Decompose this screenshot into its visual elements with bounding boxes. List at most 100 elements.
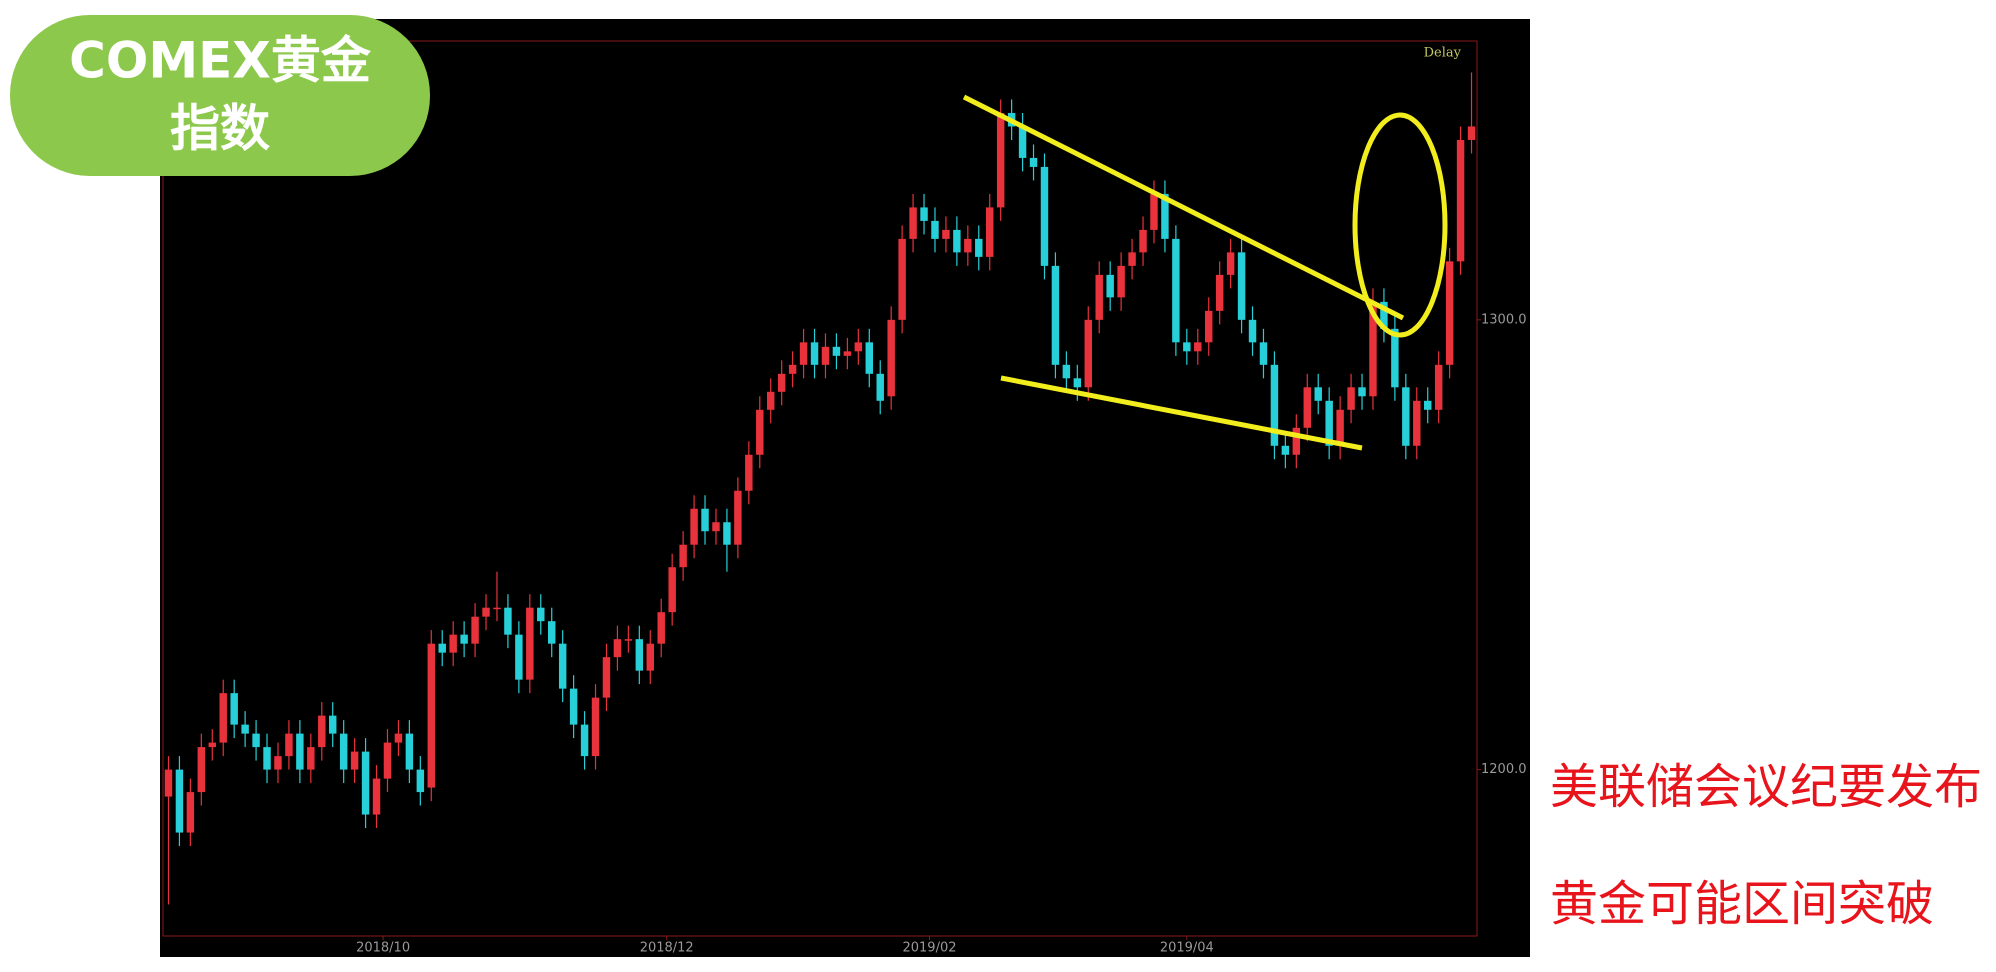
candle-body (1467, 126, 1476, 140)
candle-body (898, 238, 906, 320)
candle-body (602, 657, 611, 698)
candle-body (1150, 193, 1158, 230)
candle-body (219, 693, 227, 743)
x-tick-label: 2018/10 (356, 941, 410, 956)
candle-body (252, 733, 260, 748)
candle-body (438, 643, 446, 653)
badge (10, 15, 430, 176)
candle-body (810, 342, 819, 365)
candle-body (548, 621, 556, 644)
delay-label: Delay (1424, 46, 1462, 61)
candle-body (329, 715, 337, 734)
candle-body (274, 756, 282, 770)
candle-body (1161, 193, 1169, 239)
candle-body (996, 112, 1005, 208)
candle-body (788, 364, 797, 374)
candle-body (1205, 310, 1213, 343)
candle-body (1215, 274, 1224, 311)
y-tick-label: 1200.0 (1481, 762, 1527, 777)
candle-body (405, 733, 414, 770)
candle-body (942, 229, 950, 239)
candle-body (526, 607, 534, 680)
candle-body (1226, 252, 1235, 275)
candle-body (1183, 342, 1191, 352)
candle-body (1303, 387, 1311, 428)
candle-body (1051, 265, 1060, 365)
candle-body (1073, 378, 1082, 388)
candle-body (1084, 319, 1092, 388)
candle-body (1139, 229, 1147, 253)
candle-body (1259, 342, 1268, 365)
candle-body (767, 391, 775, 410)
candle-body (646, 643, 654, 671)
candle-body (1062, 364, 1071, 379)
candle-body (635, 639, 644, 671)
candle-body (679, 544, 687, 568)
candle-body (734, 490, 742, 545)
resistance-line (962, 94, 1405, 321)
candle-body (383, 742, 392, 779)
candle-body (821, 346, 830, 365)
candle-body (372, 778, 381, 815)
candle-body (241, 724, 249, 734)
candle-body (558, 643, 567, 689)
candle-body (1445, 261, 1454, 365)
candle-body (1434, 364, 1443, 410)
candle-body (1270, 364, 1279, 446)
breakout-circle (1352, 112, 1448, 338)
candle-body (986, 207, 994, 257)
candle-body (186, 792, 195, 833)
candle-body (1128, 252, 1136, 266)
candle-body (1194, 342, 1202, 352)
candle-body (416, 769, 425, 793)
candle-body (756, 409, 764, 455)
candle-body (164, 769, 173, 797)
x-tick-label: 2018/12 (640, 941, 694, 956)
candle-body (1358, 387, 1366, 397)
candle-body (799, 342, 808, 365)
candle-body (1172, 238, 1180, 343)
candle-body (1391, 328, 1399, 388)
candle-body (339, 733, 348, 770)
candle-body (1314, 387, 1322, 401)
candle-body (865, 342, 873, 374)
candle-body (832, 346, 841, 356)
y-tick-label: 1300.0 (1481, 312, 1527, 327)
candle-body (580, 724, 589, 757)
candle-body (285, 733, 293, 757)
candle-body (1281, 445, 1290, 455)
candle-body (843, 351, 852, 356)
candle-body (613, 639, 622, 658)
annotation: 黄金可能区间突破 (1550, 876, 1934, 932)
chart-background (160, 19, 1530, 957)
candle-body (701, 508, 709, 532)
annotation: 美联储会议纪要发布 (1550, 759, 1982, 815)
candle-body (482, 607, 490, 617)
badge-title: 指数 (170, 100, 270, 158)
candle-body (471, 616, 479, 644)
candle-body (1336, 409, 1344, 446)
candle-body (887, 319, 895, 397)
candle-body (318, 715, 326, 748)
candle-body (1292, 427, 1301, 455)
candle-body (1018, 126, 1027, 158)
candle-body (964, 238, 972, 253)
candle-body (449, 634, 457, 653)
candle-body (350, 751, 359, 770)
candle-body (1040, 166, 1049, 266)
candle-body (712, 522, 720, 532)
x-tick-label: 2019/02 (902, 941, 956, 956)
candle-body (931, 220, 939, 239)
candle-body (175, 769, 184, 833)
candle-body (197, 747, 206, 793)
candle-body (1106, 274, 1114, 298)
candle-body (624, 639, 633, 641)
support-line (1000, 375, 1363, 451)
candle-body (263, 747, 271, 770)
candle-body (909, 207, 917, 239)
candle-body (537, 607, 545, 622)
candle-body (1413, 400, 1421, 446)
x-tick-label: 2019/04 (1160, 941, 1214, 956)
candle-body (953, 229, 961, 253)
candle-body (493, 607, 501, 610)
